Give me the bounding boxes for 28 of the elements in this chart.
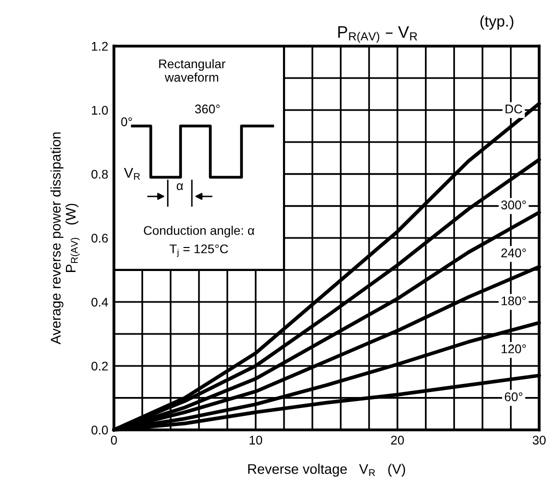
y-tick-label: 0.4 bbox=[91, 298, 108, 307]
series-label: 300° bbox=[501, 200, 526, 210]
series-label: DC bbox=[506, 104, 522, 114]
y-tick-label: 1.0 bbox=[92, 106, 108, 115]
annotation: Rectangular waveform bbox=[159, 59, 226, 82]
annotation: 360° bbox=[195, 104, 220, 114]
text: Average reverse power dissipation P$_{R(AV)}$ (W) bbox=[50, 132, 80, 344]
text: (typ.) bbox=[480, 15, 514, 30]
y-tick-label: 0.2 bbox=[91, 362, 108, 371]
annotation: Conduction angle: α bbox=[144, 226, 254, 238]
annotation: T$_{j}$ = 125°C bbox=[170, 244, 228, 257]
x-tick-label: 0 bbox=[110, 436, 117, 445]
annotation: 0° bbox=[121, 117, 132, 126]
annotation: α bbox=[176, 183, 184, 190]
series-label: 60° bbox=[504, 392, 522, 402]
y-tick-label: 0.6 bbox=[91, 234, 108, 243]
x-tick-label: 30 bbox=[532, 436, 546, 445]
x-tick-label: 10 bbox=[250, 436, 262, 445]
x-tick-label: 20 bbox=[391, 436, 404, 445]
chart-title: P$_{R(AV)}$ – V$_{R}$ bbox=[338, 26, 418, 43]
y-tick-label: 1.2 bbox=[92, 42, 108, 51]
y-tick-label: 0.8 bbox=[91, 170, 108, 179]
y-tick-label: 0.0 bbox=[91, 426, 108, 435]
annotation: V$_{R}$ bbox=[124, 168, 140, 180]
series-label: 180° bbox=[502, 296, 526, 306]
series-label: 120° bbox=[502, 344, 526, 354]
text: Reverse voltage V$_{R}$ (V) bbox=[248, 464, 406, 477]
series-label: 240° bbox=[501, 248, 526, 258]
